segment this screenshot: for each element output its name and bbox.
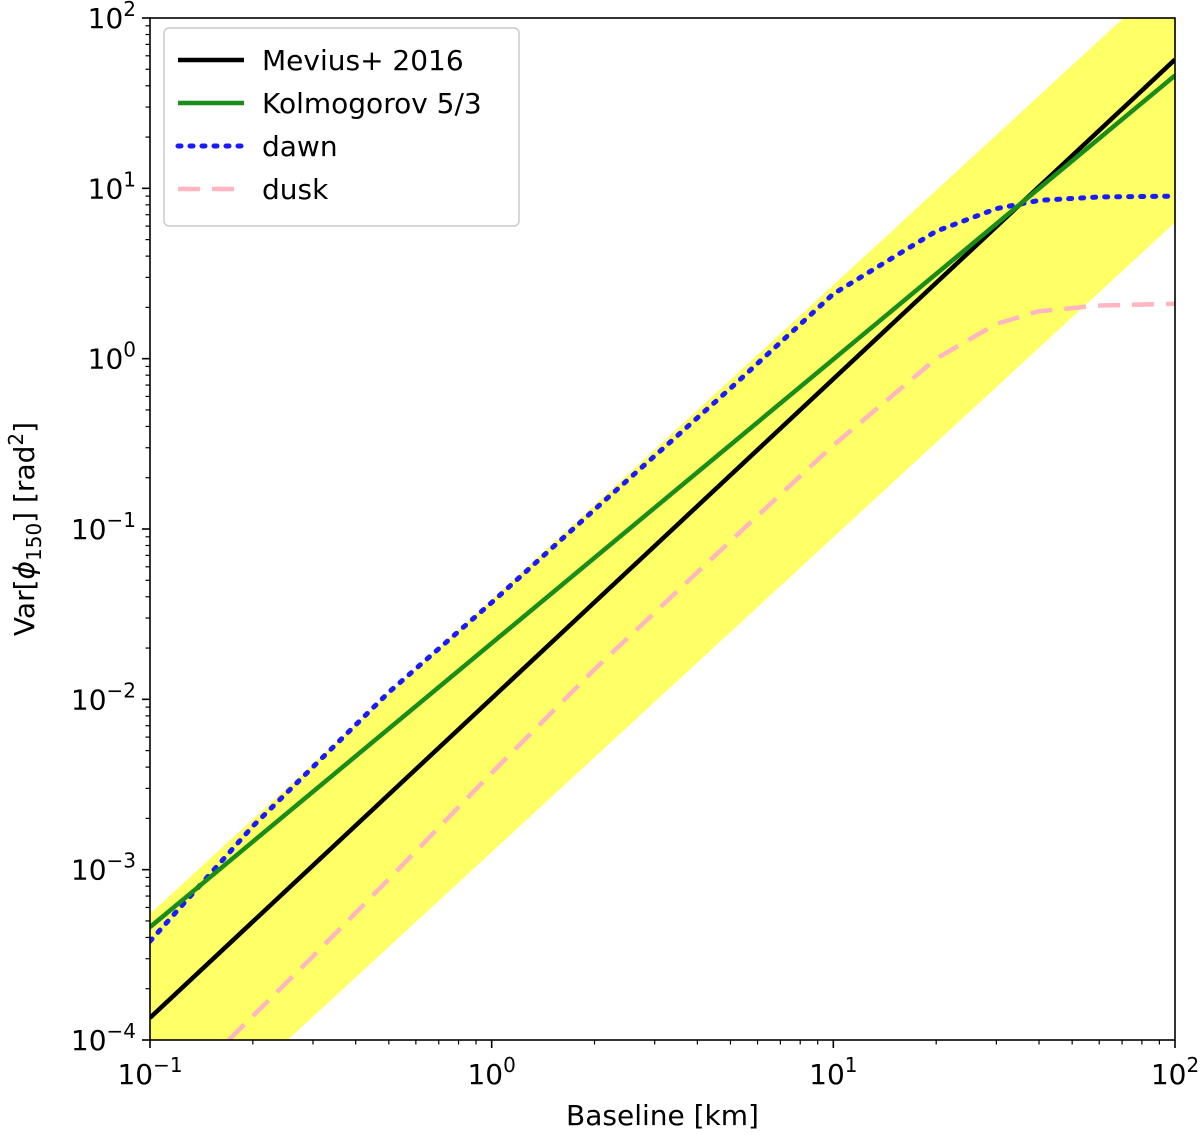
series-line-kolmogorov-5-3 bbox=[150, 73, 1175, 929]
legend-label: dawn bbox=[262, 130, 338, 163]
x-tick-label: 100 bbox=[467, 1053, 515, 1091]
y-tick-label: 10−3 bbox=[71, 849, 136, 887]
legend-frame bbox=[163, 27, 520, 227]
x-tick-label: 102 bbox=[1151, 1053, 1199, 1091]
legend: Mevius+ 2016 Kolmogorov 5/3 dawn dusk bbox=[163, 27, 520, 227]
legend-label: Kolmogorov 5/3 bbox=[262, 87, 482, 120]
uncertainty-band bbox=[150, 18, 1175, 1040]
y-tick-label: 101 bbox=[88, 167, 136, 205]
y-tick-label: 10−1 bbox=[71, 508, 136, 546]
x-axis-label: Baseline [km] bbox=[566, 1099, 759, 1132]
series-line-dawn bbox=[150, 193, 1175, 944]
x-tick-label: 101 bbox=[809, 1053, 857, 1091]
series-line-dusk bbox=[227, 301, 1175, 1040]
y-axis-label: Var[ϕ150] [rad2] bbox=[4, 422, 46, 636]
axes: 10−1 100 101 102 10−4 10−3 10−2 10−1 100 101 102 Ba… bbox=[4, 0, 1199, 1132]
legend-label: dusk bbox=[262, 173, 329, 206]
series-layer bbox=[150, 57, 1175, 1040]
y-tick-label: 10−4 bbox=[71, 1019, 136, 1057]
y-tick-label: 10−2 bbox=[71, 678, 136, 716]
y-tick-label: 100 bbox=[88, 338, 136, 376]
legend-label: Mevius+ 2016 bbox=[262, 44, 464, 77]
y-tick-label: 102 bbox=[88, 0, 136, 35]
uncertainty-band-layer bbox=[150, 18, 1175, 1040]
x-tick-label: 10−1 bbox=[117, 1053, 182, 1091]
